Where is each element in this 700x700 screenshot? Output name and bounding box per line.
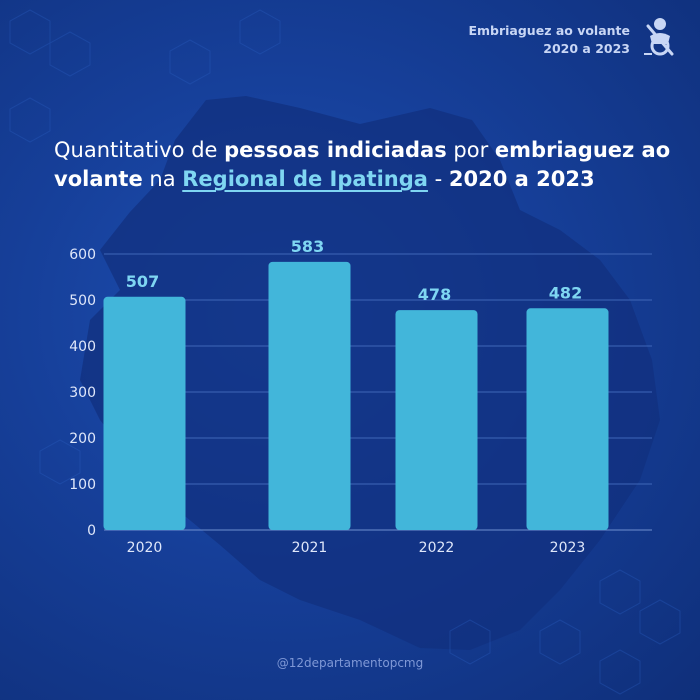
title-part-6: Regional de Ipatinga: [182, 167, 428, 191]
title-part-3: por: [446, 138, 495, 162]
title-part-5: na: [142, 167, 183, 191]
social-handle: @12departamentopcmg: [276, 656, 424, 670]
data-label: 507: [126, 272, 159, 291]
y-tick-label: 400: [69, 339, 96, 355]
y-tick-label: 100: [69, 477, 96, 493]
title-part-2: pessoas indiciadas: [224, 138, 447, 162]
title-part-1: Quantitativo de: [54, 138, 225, 162]
hexagon-pattern: [9, 9, 681, 695]
bar: [268, 261, 351, 530]
badge-line-2: 2020 a 2023: [543, 41, 630, 56]
topic-badge: Embriaguez ao volante 2020 a 2023: [468, 22, 630, 58]
title-part-8: 2020 a 2023: [448, 167, 595, 191]
title-part-7: -: [427, 167, 449, 191]
x-tick-label: 2021: [292, 540, 328, 556]
data-label: 482: [549, 283, 582, 302]
chart-title: Quantitativo de pessoas indiciadas por e…: [54, 136, 674, 194]
badge-line-1: Embriaguez ao volante: [468, 23, 630, 38]
data-label: 478: [418, 285, 451, 304]
x-tick-label: 2020: [127, 540, 163, 556]
y-tick-label: 600: [69, 247, 96, 263]
bar: [526, 308, 609, 530]
drunk-driver-icon: [644, 18, 674, 56]
regional-map-silhouette: [80, 96, 660, 650]
y-tick-label: 500: [69, 293, 96, 309]
x-tick-label: 2023: [550, 540, 586, 556]
y-tick-label: 0: [87, 523, 96, 539]
y-tick-label: 200: [69, 431, 96, 447]
bar: [103, 296, 186, 530]
y-tick-label: 300: [69, 385, 96, 401]
title-part-4: embriaguez ao volante: [54, 138, 671, 191]
x-tick-label: 2022: [419, 540, 455, 556]
bar: [395, 310, 478, 530]
data-label: 583: [291, 237, 324, 256]
